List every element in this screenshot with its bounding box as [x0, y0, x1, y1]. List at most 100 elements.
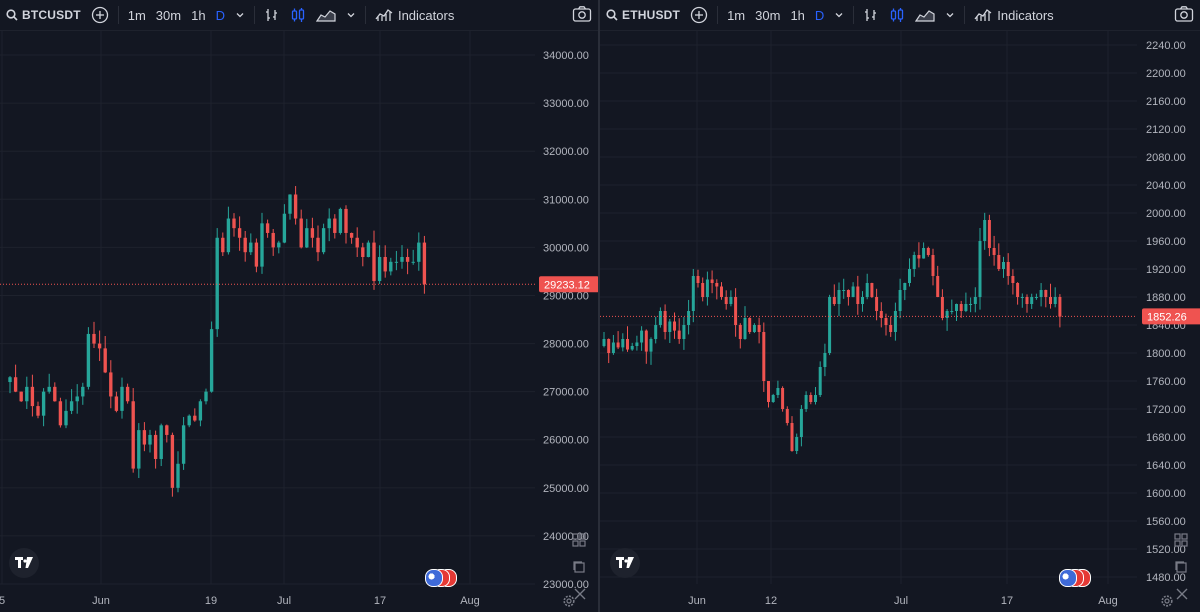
candle-body: [86, 333, 91, 387]
candle-body: [153, 434, 158, 459]
candle-body: [865, 283, 869, 297]
interval-1h[interactable]: 1h: [790, 7, 805, 23]
price-chart-eth[interactable]: 2240.00 2200.00 2160.00 2120.00 2080.00 2040.…: [600, 31, 1200, 612]
interval-30m[interactable]: 30m: [755, 7, 781, 23]
symbol-search-button[interactable]: BTCUSDT: [0, 0, 86, 30]
time-axis-label: 17: [1001, 595, 1013, 607]
interval-1m[interactable]: 1m: [127, 7, 146, 23]
chart-type-dropdown[interactable]: [940, 0, 960, 30]
grid-layout-icon[interactable]: [572, 533, 586, 552]
close-icon[interactable]: [574, 587, 586, 605]
price-axis-label: 2200.00: [1146, 68, 1186, 80]
tradingview-logo[interactable]: [610, 548, 640, 578]
compare-add-button[interactable]: [685, 0, 713, 30]
candle-body: [422, 242, 427, 285]
interval-1h[interactable]: 1h: [191, 7, 206, 23]
time-axis-label: 19: [205, 595, 217, 607]
area-style-button[interactable]: [311, 0, 341, 30]
candle-body: [705, 279, 709, 297]
candle-body: [738, 325, 742, 339]
candle-body: [394, 261, 399, 263]
panel-divider[interactable]: [598, 0, 600, 612]
toolbar-separator: [364, 6, 366, 24]
time-axis-label: Aug: [1098, 595, 1118, 607]
candle-body: [165, 425, 169, 435]
candle-body: [13, 377, 18, 392]
candle-body: [148, 434, 152, 445]
candle-body: [851, 286, 855, 297]
price-axis-label: 1560.00: [1146, 516, 1186, 528]
candles-style-button[interactable]: [285, 0, 311, 30]
candle-body: [237, 228, 242, 238]
price-axis-label: 28000.00: [543, 339, 589, 351]
tradingview-logo[interactable]: [9, 548, 39, 578]
close-icon[interactable]: [1176, 587, 1188, 605]
toolbar-separator: [117, 6, 119, 24]
price-axis-label: 33000.00: [543, 98, 589, 110]
candle-body: [752, 325, 756, 332]
settings-gear-icon[interactable]: [562, 594, 576, 612]
settings-gear-icon[interactable]: [1160, 594, 1174, 612]
price-chart-btc[interactable]: 34000.00 33000.00 32000.00 31000.00 30000.00…: [0, 31, 598, 612]
candle-body: [903, 283, 907, 290]
chevron-down-icon: [946, 13, 954, 18]
candle-body: [799, 409, 803, 437]
compare-add-button[interactable]: [86, 0, 114, 30]
candle-body: [640, 330, 644, 343]
candle-body: [804, 395, 808, 409]
candle-body: [884, 318, 888, 325]
candle-body: [260, 223, 264, 267]
grid-layout-icon[interactable]: [1174, 533, 1188, 552]
symbol-label: BTCUSDT: [22, 8, 81, 22]
chart-type-dropdown[interactable]: [341, 0, 361, 30]
candle-body: [663, 311, 667, 332]
camera-icon: [1174, 6, 1194, 22]
interval-dropdown[interactable]: [230, 0, 250, 30]
last-price-tag: [539, 276, 598, 293]
bar-style-button[interactable]: [259, 0, 285, 30]
bar-style-button[interactable]: [858, 0, 884, 30]
candle-body: [696, 276, 700, 283]
candle-body: [243, 237, 247, 253]
candle-body: [762, 332, 766, 381]
indicators-button[interactable]: Indicators: [370, 0, 459, 30]
candle-body: [823, 353, 827, 367]
price-axis-label: 2240.00: [1146, 40, 1186, 52]
price-axis-label: 1880.00: [1146, 292, 1186, 304]
candle-body: [1034, 297, 1038, 298]
copy-icon[interactable]: [1174, 560, 1188, 579]
candles-style-button[interactable]: [884, 0, 910, 30]
candle-body: [1002, 262, 1005, 269]
price-axis-label: 1760.00: [1146, 376, 1186, 388]
candle-body: [969, 304, 973, 305]
price-axis-label: 2000.00: [1146, 208, 1186, 220]
candle-body: [53, 386, 57, 402]
snapshot-button[interactable]: [1174, 5, 1194, 26]
candle-body: [1016, 283, 1020, 297]
last-price-label: 29233.12: [544, 279, 590, 291]
candle-body: [277, 242, 281, 248]
area-style-button[interactable]: [910, 0, 940, 30]
interval-1m[interactable]: 1m: [727, 7, 746, 23]
candle-body: [889, 325, 893, 332]
interval-dropdown[interactable]: [829, 0, 849, 30]
search-icon: [606, 9, 618, 21]
candle-body: [321, 228, 326, 253]
candle-body: [1039, 290, 1043, 297]
events-flags[interactable]: [1059, 569, 1093, 587]
copy-icon[interactable]: [572, 560, 586, 579]
symbol-search-button[interactable]: ETHUSDT: [600, 0, 685, 30]
candle-body: [992, 248, 996, 255]
snapshot-button[interactable]: [572, 5, 592, 26]
events-flags[interactable]: [425, 569, 459, 587]
candle-body: [389, 261, 393, 272]
candle-body: [1053, 297, 1057, 304]
indicators-button[interactable]: Indicators: [969, 0, 1058, 30]
interval-d[interactable]: D: [215, 7, 225, 23]
candle-body: [137, 430, 141, 469]
candle-body: [682, 325, 686, 339]
interval-30m[interactable]: 30m: [155, 7, 182, 23]
area-chart-icon: [915, 10, 935, 22]
interval-d[interactable]: D: [814, 7, 825, 23]
